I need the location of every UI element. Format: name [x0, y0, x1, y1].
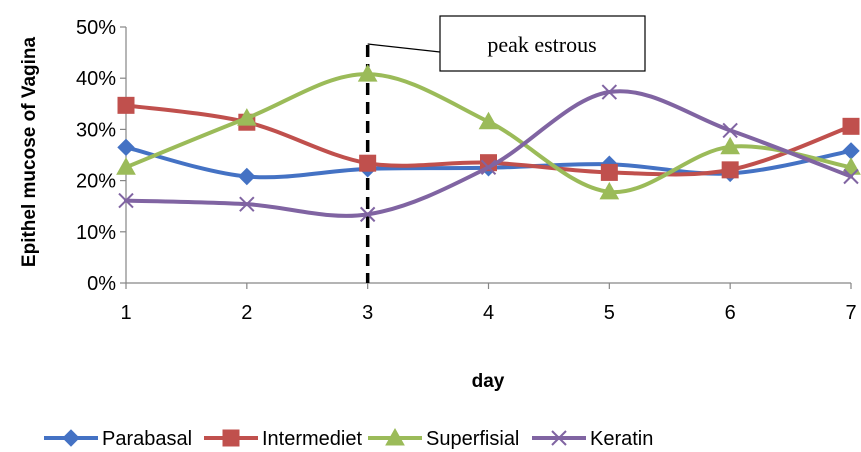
y-tick-label: 0% — [87, 273, 116, 295]
data-point-intermediet — [721, 161, 739, 179]
x-tick-label: 7 — [845, 302, 856, 324]
y-tick-label: 20% — [76, 171, 116, 193]
legend-label-keratin: Keratin — [590, 428, 653, 450]
series-keratin — [118, 84, 859, 223]
marker-stroke — [601, 84, 618, 100]
tick-labels: 0% 10% 20% 30% 40% 50% 1 2 3 4 5 6 7 — [76, 17, 857, 324]
marker-stroke — [239, 196, 255, 212]
data-point-parabasal — [842, 142, 860, 160]
data-point-superfisial — [841, 157, 861, 175]
data-point-keratin — [118, 192, 134, 209]
y-tick-label: 10% — [76, 222, 116, 244]
data-point-parabasal — [238, 167, 256, 186]
x-tick-label: 4 — [483, 302, 494, 324]
data-point-keratin — [601, 84, 618, 100]
legend-item-keratin: Keratin — [532, 428, 653, 450]
data-point-intermediet — [359, 154, 377, 172]
data-point-superfisial — [357, 64, 378, 82]
legend: Parabasal Intermediet Superfisial Keratin — [44, 427, 653, 450]
legend-item-superfisial: Superfisial — [368, 427, 519, 450]
data-point-superfisial — [236, 108, 257, 126]
marker-stroke — [551, 430, 567, 446]
y-tick-label: 40% — [76, 68, 116, 90]
legend-item-intermediet: Intermediet — [204, 428, 362, 450]
legend-marker-intermediet — [222, 429, 240, 447]
data-point-parabasal — [117, 138, 135, 157]
data-point-superfisial — [720, 136, 741, 155]
data-point-keratin — [722, 122, 738, 139]
x-tick-label: 2 — [241, 302, 252, 324]
marker-stroke — [359, 206, 376, 223]
data-point-superfisial — [599, 181, 620, 200]
data-point-intermediet — [600, 163, 618, 181]
annotation-box — [439, 15, 646, 72]
x-tick-label: 5 — [604, 302, 615, 324]
x-axis-title: day — [472, 371, 505, 392]
x-tick-label: 1 — [120, 302, 131, 324]
series-layer — [116, 64, 861, 223]
legend-label-intermediet: Intermediet — [262, 428, 362, 450]
marker-stroke — [843, 168, 859, 185]
data-point-keratin — [480, 159, 497, 175]
legend-label-superfisial: Superfisial — [426, 428, 519, 450]
x-tick-label: 3 — [362, 302, 373, 324]
x-tick-label: 6 — [725, 302, 736, 324]
marker-stroke — [118, 192, 134, 209]
annotation-text: peak estrous — [487, 32, 596, 57]
y-axis-title: Epithel mucose of Vagina — [19, 36, 40, 267]
legend-marker-keratin — [551, 430, 567, 446]
marker-stroke — [722, 122, 738, 139]
data-point-keratin — [239, 196, 255, 212]
legend-marker-superfisial — [385, 427, 405, 446]
data-point-intermediet — [842, 117, 860, 135]
data-point-keratin — [359, 206, 376, 223]
data-point-superfisial — [478, 111, 499, 130]
legend-label-parabasal: Parabasal — [102, 428, 192, 450]
annotation-leader-line — [367, 43, 441, 53]
peak-annotation: peak estrous — [439, 15, 646, 72]
data-point-keratin — [843, 168, 859, 185]
marker-stroke — [480, 159, 497, 175]
series-superfisial — [116, 64, 861, 200]
y-tick-label: 30% — [76, 119, 116, 141]
y-tick-label: 50% — [76, 17, 116, 39]
data-point-intermediet — [117, 96, 135, 114]
legend-marker-parabasal — [62, 429, 80, 447]
series-line-keratin — [124, 89, 853, 218]
legend-item-parabasal: Parabasal — [44, 428, 192, 450]
data-point-superfisial — [116, 157, 136, 175]
